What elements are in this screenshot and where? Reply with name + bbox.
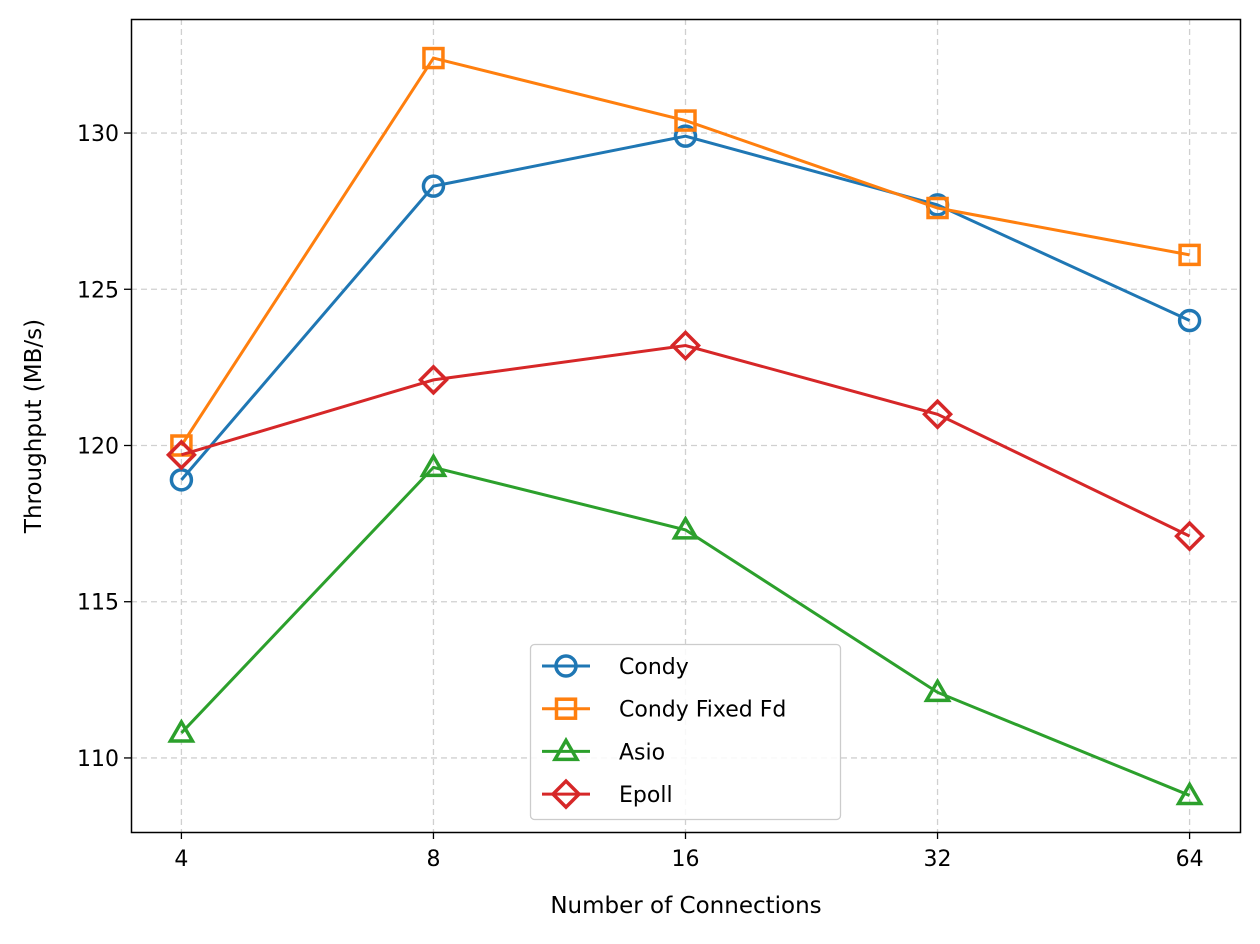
diamond-marker	[670, 330, 701, 361]
circle-marker	[1177, 308, 1202, 333]
x-tick-label: 32	[924, 847, 952, 872]
y-tick-label: 130	[77, 122, 119, 147]
x-tick-label: 8	[426, 847, 440, 872]
legend: Condy Condy Fixed Fd Asio Epoll	[529, 643, 842, 821]
diamond-marker	[1174, 520, 1206, 552]
legend-label: Epoll	[619, 783, 673, 808]
series-line	[180, 465, 1191, 797]
series-condy	[169, 124, 1202, 492]
triangle-marker	[671, 515, 700, 540]
series-line	[180, 343, 1191, 538]
square-marker	[170, 434, 193, 457]
series-asio	[167, 452, 1204, 806]
y-tick-label: 125	[77, 278, 119, 303]
legend-label: Condy Fixed Fd	[619, 698, 786, 723]
legend-entry: Asio	[542, 736, 665, 765]
legend-entry: Condy	[542, 654, 689, 680]
y-axis-label: Throughput (MB/s)	[21, 319, 47, 534]
x-axis-label: Number of Connections	[550, 893, 821, 919]
legend-entry: Condy Fixed Fd	[542, 697, 786, 723]
diamond-marker	[550, 778, 582, 810]
series-line	[180, 56, 1190, 447]
square-marker	[554, 697, 578, 720]
triangle-marker	[419, 452, 448, 478]
legend-box	[529, 643, 842, 821]
square-marker	[674, 109, 697, 132]
triangle-marker	[551, 736, 581, 762]
legend-entry: Epoll	[542, 778, 673, 810]
series-group	[165, 46, 1206, 806]
circle-marker	[554, 654, 578, 678]
diamond-marker	[165, 439, 197, 471]
y-tick-label: 110	[77, 747, 119, 772]
square-marker	[1178, 243, 1201, 267]
x-tick-label: 16	[672, 847, 700, 872]
series-epoll	[165, 330, 1206, 552]
series-condy-fixed-fd	[170, 46, 1201, 457]
y-tick-label: 115	[77, 591, 119, 616]
triangle-marker	[167, 718, 196, 743]
square-marker	[926, 196, 949, 220]
legend-label: Asio	[619, 740, 665, 765]
x-tick-label: 64	[1176, 847, 1204, 872]
square-marker	[422, 46, 445, 70]
diamond-marker	[922, 398, 954, 430]
ticks: 4 8 16 32 64 110 115 120 125 130	[77, 122, 1204, 872]
triangle-marker	[923, 677, 952, 703]
diamond-marker	[417, 364, 449, 396]
series-line	[180, 134, 1191, 481]
legend-label: Condy	[619, 655, 689, 680]
y-tick-label: 120	[77, 434, 119, 459]
circle-marker	[673, 124, 698, 148]
triangle-marker	[1175, 780, 1204, 806]
circle-marker	[421, 174, 446, 198]
x-tick-label: 4	[174, 847, 188, 872]
